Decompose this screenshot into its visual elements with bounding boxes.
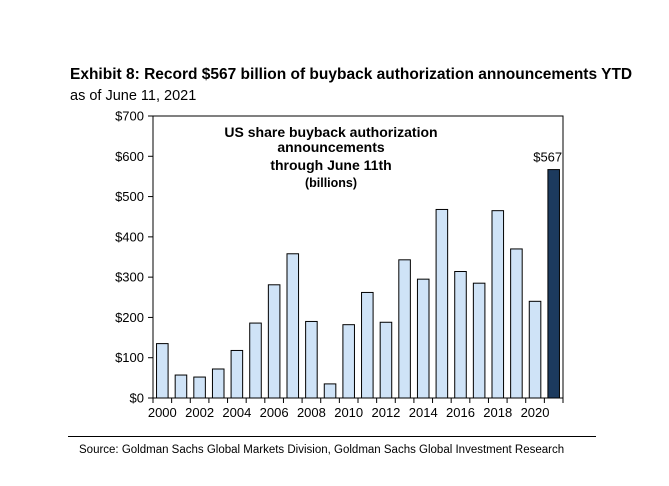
bar-2017 (472, 282, 486, 399)
data-label-2021: $567 (533, 150, 562, 165)
bar-2016 (454, 271, 467, 399)
bar-2008 (305, 320, 318, 399)
y-tick-label: $400 (115, 229, 144, 244)
bar-2003 (211, 368, 225, 399)
bar-2019 (510, 248, 523, 399)
x-tick-label: 2008 (297, 405, 326, 420)
bar-2013 (398, 259, 411, 399)
x-tick-label: 2018 (483, 405, 512, 420)
x-tick-label: 2000 (148, 405, 177, 420)
bar-2020 (528, 300, 542, 399)
x-tick-label: 2012 (371, 405, 400, 420)
bar-2000 (156, 343, 169, 399)
y-tick-label: $600 (115, 149, 144, 164)
y-tick-label: $100 (115, 350, 144, 365)
bar-2014 (416, 278, 430, 399)
x-tick-label: 2010 (334, 405, 363, 420)
footer-divider (68, 436, 596, 437)
x-tick-label: 2004 (222, 405, 251, 420)
bar-2002 (193, 376, 206, 399)
bar-2018 (491, 210, 505, 399)
bar-2006 (267, 284, 281, 399)
annotation-line: US share buyback authorization (224, 124, 437, 140)
bar-2009 (323, 383, 337, 399)
annotation-line: through June 11th (270, 157, 391, 173)
bar-2004 (230, 349, 244, 399)
chart-title: Exhibit 8: Record $567 billion of buybac… (70, 66, 633, 83)
bar-2007 (286, 253, 300, 399)
y-tick-label: $0 (130, 391, 144, 406)
bar-2010 (342, 324, 355, 399)
bar-2021 (547, 169, 560, 399)
x-tick-label: 2006 (260, 405, 289, 420)
annotation-line: (billions) (305, 176, 357, 190)
x-tick-label: 2002 (185, 405, 214, 420)
chart-subtitle: as of June 11, 2021 (70, 88, 197, 104)
x-tick-label: 2014 (409, 405, 438, 420)
y-tick-label: $500 (115, 189, 144, 204)
bar-2005 (249, 322, 262, 399)
y-tick-label: $300 (115, 270, 144, 285)
y-tick-label: $700 (115, 109, 144, 124)
x-tick-label: 2016 (446, 405, 475, 420)
y-tick-label: $200 (115, 310, 144, 325)
bar-2001 (174, 374, 188, 399)
source-note: Source: Goldman Sachs Global Markets Div… (79, 444, 565, 456)
bar-2012 (379, 321, 393, 399)
bar-2011 (361, 291, 374, 399)
bar-2015 (435, 208, 449, 399)
annotation-line: announcements (277, 139, 385, 155)
x-tick-label: 2020 (521, 405, 550, 420)
